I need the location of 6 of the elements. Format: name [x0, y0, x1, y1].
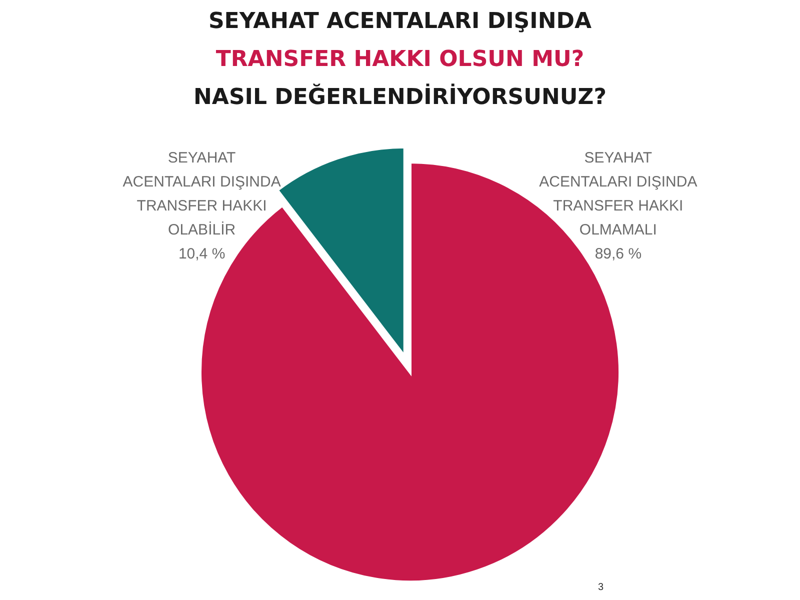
text: 3: [598, 582, 604, 593]
data-label: 89,6 %: [594, 246, 642, 263]
data-label: 10,4 %: [178, 246, 226, 263]
slice-label: SEYAHAT ACENTALARI DIŞINDA TRANSFER HAKKI OLABİLİR: [122, 150, 281, 239]
chart-title: SEYAHAT ACENTALARI DIŞINDA TRANSFER HAKKI OLSUN MU? NASIL DEĞERLENDİRİYORSUNUZ?: [194, 9, 606, 110]
slice-label: SEYAHAT ACENTALARI DIŞINDA TRANSFER HAKKI OLMAMALI: [539, 150, 698, 239]
